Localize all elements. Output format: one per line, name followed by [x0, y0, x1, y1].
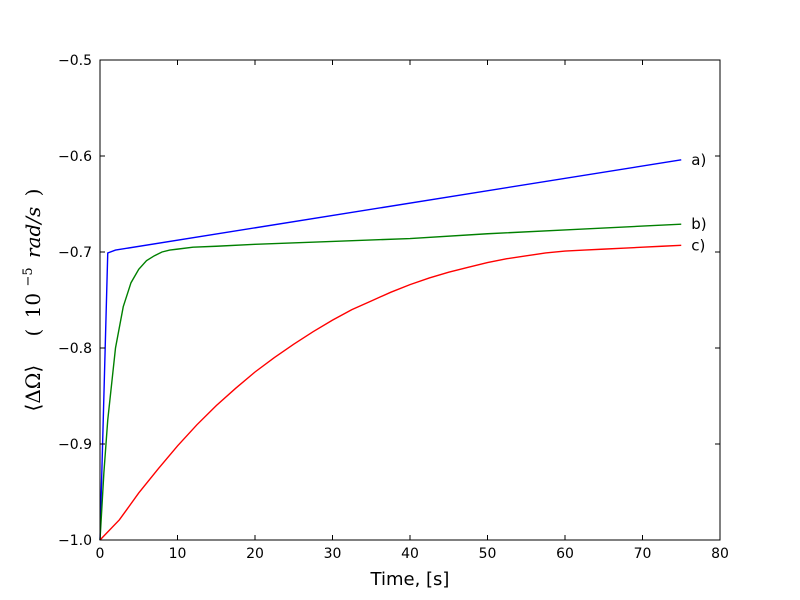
series-line-1 — [99, 159, 682, 541]
y-axis-title-unit-rest: rad/s — [21, 207, 45, 258]
x-tick-label: 70 — [634, 546, 652, 562]
series-line-2 — [99, 223, 682, 541]
y-axis-title-unit-open: ( — [21, 329, 45, 337]
y-axis-title-unit-close: ) — [21, 189, 45, 197]
x-axis-title: Time, [s] — [370, 569, 450, 590]
x-tick-label: 50 — [479, 546, 497, 562]
y-axis-title-unit-exp: −5 — [21, 267, 36, 286]
series-label-1: a) — [691, 151, 706, 169]
series-label-3: c) — [691, 236, 705, 254]
y-tick-label: −1.0 — [58, 533, 92, 549]
x-tick-label: 10 — [169, 546, 187, 562]
x-tick-label: 60 — [556, 546, 574, 562]
labels-layer: 0 10 20 30 40 50 60 70 80 −1.0 −0.9 −0.8 −0.7 −0.6 −0.… — [58, 53, 729, 562]
x-tick-label: 30 — [324, 546, 342, 562]
series-layer — [99, 159, 682, 541]
x-tick-label: 80 — [711, 546, 729, 562]
ticks-layer — [99, 59, 721, 541]
y-tick-label: −0.5 — [58, 53, 92, 69]
y-tick-label: −0.8 — [58, 341, 92, 357]
x-tick-label: 0 — [96, 546, 105, 562]
series-label-2: b) — [691, 215, 706, 233]
y-tick-label: −0.9 — [58, 437, 92, 453]
plot-frame — [99, 59, 721, 541]
series-line-3 — [99, 244, 682, 541]
x-tick-label: 40 — [401, 546, 419, 562]
y-axis-title-unit-base: 10 — [21, 293, 45, 318]
y-tick-label: −0.7 — [58, 245, 92, 261]
y-axis-title: ⟨ΔΩ⟩ ( 10 −5 rad/s ) — [13, 189, 45, 412]
y-tick-label: −0.6 — [58, 149, 92, 165]
x-tick-label: 20 — [246, 546, 264, 562]
svg-text:⟨ΔΩ⟩ ( 10 −5: ⟨ΔΩ⟩ ( 10 −5 rad/s ) — [13, 189, 45, 412]
y-axis-title-symbol: ⟨ΔΩ⟩ — [21, 365, 45, 412]
